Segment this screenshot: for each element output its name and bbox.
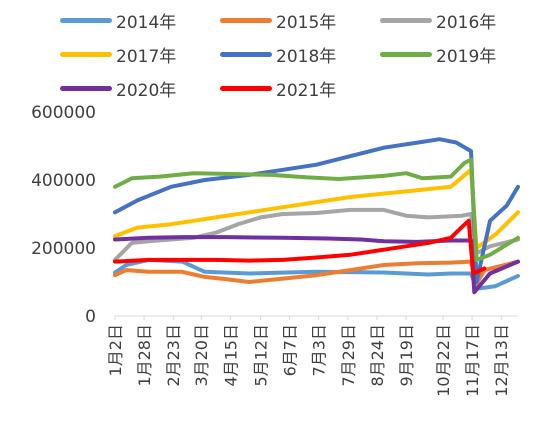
- legend-item-2020: 2020年: [60, 74, 176, 102]
- x-tick-label: 4月15日: [221, 324, 240, 387]
- x-tick-label: 6月7日: [281, 324, 300, 376]
- legend-swatch: [60, 85, 112, 91]
- x-tick-label: 1月2日: [106, 324, 125, 376]
- series-line-2016年: [113, 207, 520, 262]
- series-line-2021年: [113, 218, 487, 276]
- legend-label: 2017年: [116, 46, 177, 67]
- legend-label: 2016年: [436, 12, 497, 33]
- legend-swatch: [220, 51, 272, 57]
- legend-swatch: [220, 85, 272, 91]
- x-tick-label: 7月29日: [339, 324, 358, 387]
- legend-item-2014: 2014年: [60, 6, 176, 34]
- x-tick-label: 10月22日: [434, 324, 453, 397]
- x-tick-label: 7月3日: [310, 324, 329, 376]
- series-line-2019年: [113, 157, 520, 262]
- x-tick-label: 2月23日: [164, 324, 183, 387]
- series-layer: [113, 137, 520, 295]
- x-tick-label: 9月19日: [397, 324, 416, 387]
- y-tick-label: 600000: [31, 103, 96, 123]
- legend-swatch: [60, 17, 112, 23]
- x-tick-label: 3月20日: [192, 324, 211, 387]
- x-tick-label: 8月24日: [368, 324, 387, 387]
- legend-label: 2021年: [276, 80, 337, 101]
- legend-swatch: [380, 51, 432, 57]
- y-tick-label: 0: [85, 307, 96, 327]
- legend-swatch: [380, 17, 432, 23]
- legend-label: 2019年: [436, 46, 497, 67]
- series-line-2020年: [113, 235, 520, 295]
- legend-item-2017: 2017年: [60, 40, 176, 68]
- legend-label: 2018年: [276, 46, 337, 67]
- legend-item-2021: 2021年: [220, 74, 336, 102]
- legend-item-2018: 2018年: [220, 40, 336, 68]
- x-tick-label: 11月17日: [463, 324, 482, 397]
- legend-label: 2020年: [116, 80, 177, 101]
- legend-item-2016: 2016年: [380, 6, 496, 34]
- legend-swatch: [220, 17, 272, 23]
- legend-swatch: [60, 51, 112, 57]
- legend-item-2015: 2015年: [220, 6, 336, 34]
- series-line-2018年: [113, 137, 520, 284]
- y-tick-label: 400000: [31, 171, 96, 191]
- legend-label: 2015年: [276, 12, 337, 33]
- x-tick-label: 12月13日: [492, 324, 511, 397]
- x-tick-label: 1月28日: [135, 324, 154, 387]
- axis-layer: 600000 400000 200000 0 1月2日 1月28日 2月23日 3月20日 4月…: [31, 103, 518, 397]
- y-tick-label: 200000: [31, 239, 96, 259]
- legend-item-2019: 2019年: [380, 40, 496, 68]
- x-tick-label: 5月12日: [252, 324, 271, 387]
- legend-label: 2014年: [116, 12, 177, 33]
